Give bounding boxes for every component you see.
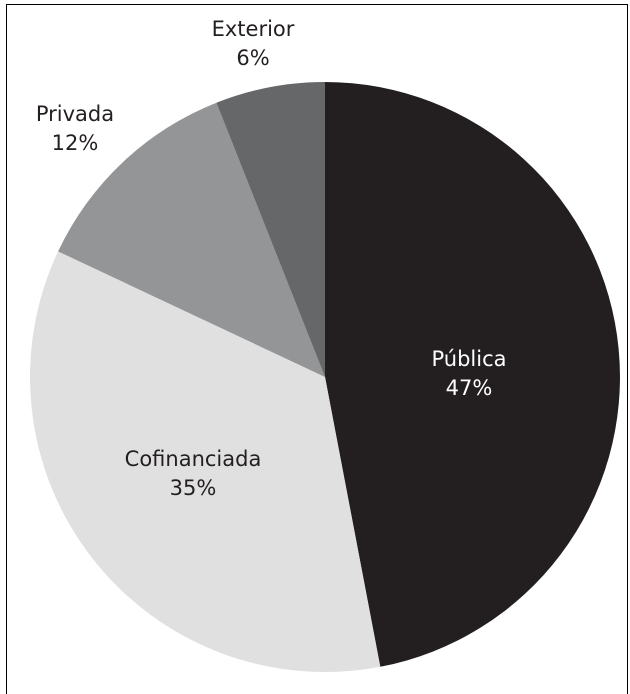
pie-slice-cofinanciada: [30, 251, 381, 672]
slice-value-privada: 12%: [52, 131, 99, 155]
pie-slice-privada: [58, 102, 325, 377]
slice-label-exterior: Exterior: [212, 17, 295, 41]
slice-label-cofinanciada: Cofinanciada: [125, 447, 262, 471]
slice-label-privada: Privada: [36, 102, 114, 126]
pie-slice-exterior: [216, 82, 325, 377]
slice-label-publica: Pública: [431, 347, 506, 371]
chart-frame: [6, 4, 628, 694]
slice-value-cofinanciada: 35%: [170, 476, 217, 500]
slice-value-publica: 47%: [446, 376, 493, 400]
pie-slice-publica: [325, 82, 620, 667]
slice-value-exterior: 6%: [236, 46, 269, 70]
